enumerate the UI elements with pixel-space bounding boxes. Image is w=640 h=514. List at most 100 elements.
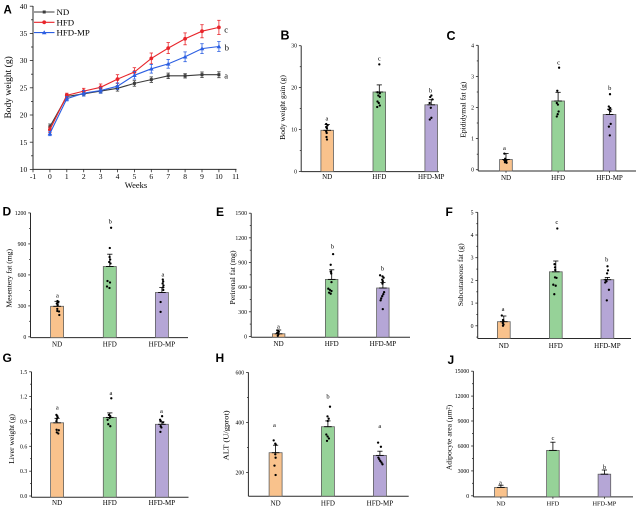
svg-text:2: 2 xyxy=(82,172,86,181)
svg-text:a: a xyxy=(502,306,505,313)
svg-text:HFD-MP: HFD-MP xyxy=(594,342,621,350)
svg-text:c: c xyxy=(551,435,554,442)
svg-text:30: 30 xyxy=(20,56,28,65)
svg-text:a: a xyxy=(499,480,502,487)
svg-text:1500: 1500 xyxy=(235,211,247,217)
svg-text:3: 3 xyxy=(471,256,474,262)
svg-text:a: a xyxy=(277,324,280,331)
svg-text:0.9: 0.9 xyxy=(20,420,27,426)
svg-text:Subcutaneous fat (g): Subcutaneous fat (g) xyxy=(456,243,465,306)
svg-text:H: H xyxy=(216,351,225,365)
svg-text:0.6: 0.6 xyxy=(20,444,27,450)
svg-text:1200: 1200 xyxy=(235,236,247,242)
svg-text:15: 15 xyxy=(20,138,28,147)
svg-text:HFD-MP: HFD-MP xyxy=(149,341,176,349)
svg-text:HFD: HFD xyxy=(551,174,565,182)
svg-text:0: 0 xyxy=(294,169,297,175)
svg-text:A: A xyxy=(4,5,12,17)
svg-text:0: 0 xyxy=(466,494,469,500)
svg-text:10: 10 xyxy=(20,165,28,174)
svg-text:40: 40 xyxy=(20,2,28,11)
svg-text:a: a xyxy=(378,423,381,430)
svg-text:HFD: HFD xyxy=(321,499,335,507)
svg-text:6000: 6000 xyxy=(458,444,470,450)
svg-text:4: 4 xyxy=(471,43,474,49)
svg-text:0: 0 xyxy=(471,324,474,330)
svg-text:3000: 3000 xyxy=(458,469,470,475)
svg-text:1: 1 xyxy=(471,301,474,307)
svg-text:300: 300 xyxy=(238,310,247,316)
svg-text:0: 0 xyxy=(244,334,247,340)
svg-text:a: a xyxy=(503,145,506,152)
svg-text:a: a xyxy=(273,422,276,429)
svg-text:Adipocyte area (μm²): Adipocyte area (μm²) xyxy=(445,404,454,470)
svg-text:Perirenal fat (mg): Perirenal fat (mg) xyxy=(228,250,237,304)
svg-text:E: E xyxy=(216,205,224,219)
svg-text:0: 0 xyxy=(23,335,26,341)
svg-text:c: c xyxy=(557,60,560,67)
svg-text:b: b xyxy=(326,393,329,400)
svg-text:4: 4 xyxy=(471,233,474,239)
svg-text:200: 200 xyxy=(235,471,244,477)
svg-text:HFD: HFD xyxy=(103,341,117,349)
svg-text:9000: 9000 xyxy=(458,419,470,425)
svg-text:HFD-MP: HFD-MP xyxy=(418,173,445,181)
svg-text:900: 900 xyxy=(238,261,247,267)
svg-text:1: 1 xyxy=(65,172,69,181)
svg-text:c: c xyxy=(224,25,228,35)
svg-text:C: C xyxy=(447,29,456,43)
svg-text:ND: ND xyxy=(52,499,62,507)
svg-text:7: 7 xyxy=(166,172,170,181)
svg-text:1: 1 xyxy=(471,137,474,143)
svg-text:6: 6 xyxy=(149,172,153,181)
svg-text:HFD: HFD xyxy=(103,499,117,507)
svg-text:HFD: HFD xyxy=(57,17,75,27)
svg-text:a: a xyxy=(162,272,165,279)
svg-text:b: b xyxy=(109,218,112,225)
svg-text:1200: 1200 xyxy=(15,211,27,217)
svg-text:0: 0 xyxy=(471,168,474,174)
svg-text:25: 25 xyxy=(20,83,28,92)
svg-text:1.5: 1.5 xyxy=(20,370,27,376)
svg-text:ND: ND xyxy=(499,342,509,350)
svg-text:10: 10 xyxy=(215,172,223,181)
svg-text:b: b xyxy=(608,85,611,92)
svg-text:30: 30 xyxy=(291,44,297,50)
svg-text:4: 4 xyxy=(116,172,120,181)
svg-text:3: 3 xyxy=(471,74,474,80)
svg-text:c: c xyxy=(555,219,558,226)
svg-text:15000: 15000 xyxy=(455,369,470,375)
svg-text:ND: ND xyxy=(501,174,511,182)
svg-text:b: b xyxy=(605,256,608,263)
svg-text:11: 11 xyxy=(232,172,239,181)
svg-text:600: 600 xyxy=(238,285,247,291)
svg-text:0.0: 0.0 xyxy=(20,494,27,500)
svg-text:600: 600 xyxy=(18,273,27,279)
svg-text:J: J xyxy=(448,353,455,367)
svg-text:600: 600 xyxy=(235,370,244,376)
svg-text:b: b xyxy=(603,464,606,471)
svg-text:HFD-MP: HFD-MP xyxy=(593,501,617,508)
svg-text:300: 300 xyxy=(18,304,27,310)
svg-text:ND: ND xyxy=(57,7,70,17)
svg-text:1.2: 1.2 xyxy=(20,395,27,401)
svg-text:2: 2 xyxy=(471,106,474,112)
svg-text:F: F xyxy=(446,205,453,219)
svg-text:35: 35 xyxy=(20,29,28,38)
svg-text:a: a xyxy=(56,404,59,411)
svg-text:a: a xyxy=(160,408,163,415)
svg-text:0: 0 xyxy=(48,172,52,181)
svg-text:20: 20 xyxy=(20,111,28,120)
svg-text:HFD-MP: HFD-MP xyxy=(370,340,397,348)
svg-text:5: 5 xyxy=(133,172,137,181)
svg-text:ND: ND xyxy=(496,501,506,508)
svg-text:HFD: HFD xyxy=(547,501,560,508)
svg-text:2: 2 xyxy=(471,278,474,284)
svg-text:ND: ND xyxy=(52,341,62,349)
svg-text:8: 8 xyxy=(183,172,187,181)
svg-text:3: 3 xyxy=(99,172,103,181)
svg-text:B: B xyxy=(281,29,290,43)
svg-text:-1: -1 xyxy=(30,172,36,181)
svg-text:400: 400 xyxy=(235,421,244,427)
svg-text:HFD-MP: HFD-MP xyxy=(149,499,176,507)
